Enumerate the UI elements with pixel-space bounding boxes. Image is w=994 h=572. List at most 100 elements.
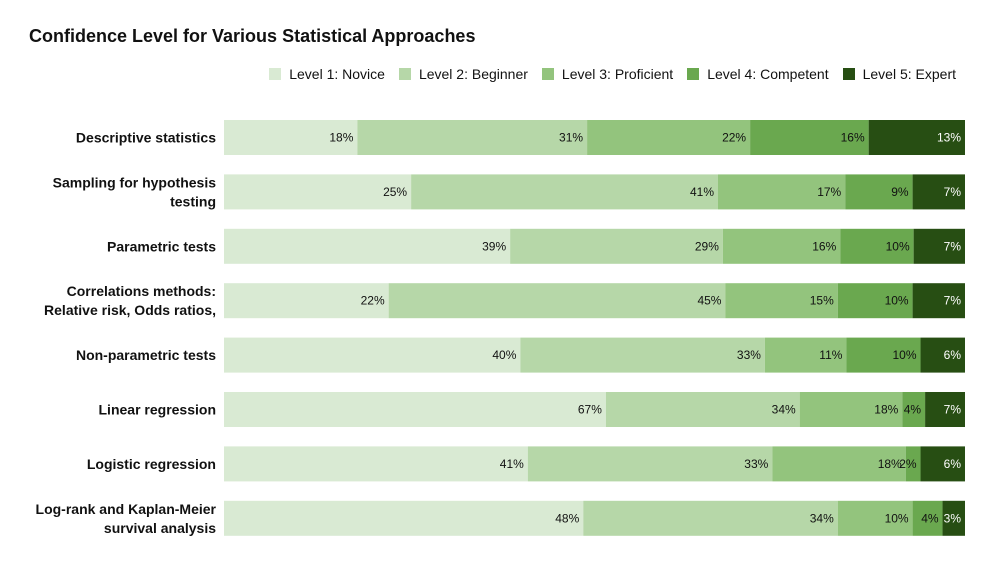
legend-swatch — [398, 68, 411, 80]
data-label: 9% — [891, 185, 909, 199]
bar-segment — [224, 174, 412, 210]
bar-segment — [764, 337, 847, 373]
legend-item: Level 1: Novice — [269, 66, 385, 82]
data-label: 67% — [578, 403, 602, 417]
bar-segment — [912, 283, 965, 319]
legend-label: Level 4: Competent — [707, 66, 829, 82]
legend: Level 1: Novice Level 2: Beginner Level 3:… — [269, 66, 956, 82]
bar-segment — [905, 446, 921, 482]
legend-swatch — [541, 68, 554, 80]
data-label: 16% — [841, 131, 865, 145]
legend-swatch — [842, 68, 855, 80]
data-label: 10% — [886, 239, 910, 253]
data-label: 7% — [944, 239, 962, 253]
legend-label: Level 5: Expert — [862, 66, 956, 82]
data-label: 6% — [944, 348, 962, 362]
legend-label: Level 2: Beginner — [418, 66, 528, 82]
data-label: 18% — [878, 457, 902, 471]
bar-segment — [583, 500, 838, 536]
bar-segment — [799, 392, 903, 427]
data-label: 7% — [944, 403, 962, 417]
bar-segment — [722, 228, 841, 264]
category-label: Parametric tests — [107, 238, 216, 254]
bar-segment — [868, 120, 965, 155]
data-label: 7% — [944, 294, 962, 308]
data-label: 6% — [944, 457, 962, 471]
data-label: 10% — [885, 511, 909, 525]
bar-segment — [837, 283, 913, 319]
bar-segment — [912, 174, 965, 210]
chart-title: Confidence Level for Various Statistical… — [29, 26, 476, 46]
category-label: Descriptive statistics — [76, 130, 216, 146]
data-label: 29% — [695, 239, 719, 253]
bar-segment — [912, 500, 943, 536]
bar-segment — [527, 446, 773, 482]
data-label: 10% — [885, 294, 909, 308]
bar-segment — [840, 228, 914, 264]
data-label: 34% — [772, 403, 796, 417]
category-label: Linear regression — [99, 402, 217, 418]
legend-item: Level 3: Proficient — [541, 66, 674, 82]
bar-segment — [587, 120, 751, 155]
category-label: Log-rank and Kaplan-Meier survival analys… — [36, 501, 217, 536]
bar-segment — [718, 174, 846, 210]
legend-label: Level 3: Proficient — [561, 66, 674, 82]
data-label: 10% — [893, 348, 917, 362]
bar-segment — [510, 228, 723, 264]
bar-segment — [224, 392, 606, 427]
bar-segment — [224, 120, 358, 155]
data-label: 25% — [383, 185, 407, 199]
bar-segment — [520, 337, 765, 373]
data-label: 33% — [744, 457, 768, 471]
data-label: 41% — [500, 457, 524, 471]
category-label: Logistic regression — [87, 456, 216, 472]
data-label: 2% — [899, 457, 917, 471]
data-label: 15% — [810, 294, 834, 308]
bar-segment — [224, 446, 528, 482]
bar-segment — [411, 174, 718, 210]
data-label: 4% — [904, 403, 922, 417]
category-label: Non-parametric tests — [76, 347, 216, 363]
data-label: 17% — [817, 185, 841, 199]
bar-segment — [605, 392, 800, 427]
bar-segment — [837, 500, 913, 536]
bar-segment — [357, 120, 588, 155]
category-label: Sampling for hypothesis testing — [53, 174, 217, 209]
data-label: 40% — [492, 348, 516, 362]
data-label: 3% — [944, 511, 962, 525]
data-label: 39% — [482, 239, 506, 253]
data-label: 34% — [810, 511, 834, 525]
data-label: 31% — [559, 131, 583, 145]
bar-segment — [224, 228, 511, 264]
legend-swatch — [687, 68, 700, 80]
legend-swatch — [269, 68, 282, 80]
bar-segment — [846, 337, 921, 373]
category-label: Correlations methods: Relative risk, Odds… — [44, 283, 216, 318]
bar-segment — [902, 392, 926, 427]
bar-segment — [725, 283, 838, 319]
legend-item: Level 2: Beginner — [398, 66, 528, 82]
data-label: 45% — [697, 294, 721, 308]
bar-segment — [750, 120, 869, 155]
bar-segment — [388, 283, 726, 319]
bar-segment — [942, 500, 965, 536]
data-label: 18% — [329, 131, 353, 145]
data-label: 11% — [819, 348, 842, 362]
bar-segment — [224, 500, 584, 536]
data-label: 48% — [555, 511, 579, 525]
bar-segment — [920, 446, 965, 482]
data-label: 18% — [874, 403, 898, 417]
data-label: 16% — [812, 239, 836, 253]
data-label: 41% — [690, 185, 714, 199]
bar-segment — [920, 337, 965, 373]
bar-segment — [224, 337, 521, 373]
legend-item: Level 4: Competent — [687, 66, 829, 82]
bar-segment — [845, 174, 913, 210]
data-label: 7% — [944, 185, 962, 199]
data-label: 33% — [737, 348, 761, 362]
legend-label: Level 1: Novice — [289, 66, 385, 82]
data-label: 13% — [937, 131, 961, 145]
bar-segment — [224, 283, 389, 319]
data-label: 22% — [722, 131, 746, 145]
